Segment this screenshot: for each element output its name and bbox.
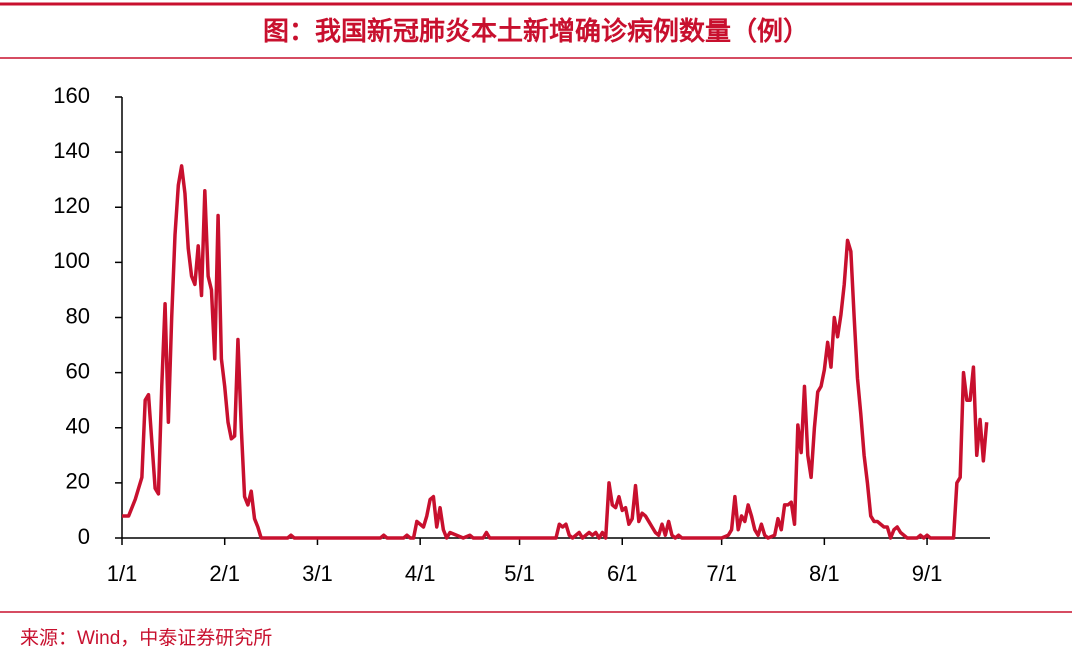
- x-tick-label: 3/1: [302, 561, 333, 586]
- x-tick-label: 6/1: [607, 561, 638, 586]
- series-line: [122, 164, 989, 540]
- x-tick-label: 9/1: [912, 561, 943, 586]
- y-tick-label: 140: [53, 138, 90, 163]
- source: 来源：Wind，中泰证券研究所: [20, 627, 272, 649]
- y-tick-label: 60: [66, 358, 90, 383]
- y-tick-label: 100: [53, 248, 90, 273]
- x-tick-label: 8/1: [809, 561, 840, 586]
- x-tick-label: 1/1: [107, 561, 138, 586]
- y-tick-label: 20: [66, 469, 90, 494]
- y-tick-label: 80: [66, 303, 90, 328]
- x-tick-label: 7/1: [706, 561, 737, 586]
- chart-title: 图：我国新冠肺炎本土新增确诊病例数量（例）: [263, 16, 809, 46]
- x-tick-label: 4/1: [405, 561, 436, 586]
- y-tick-label: 0: [78, 524, 90, 549]
- y-tick-label: 120: [53, 193, 90, 218]
- x-tick-label: 5/1: [504, 561, 535, 586]
- x-tick-label: 2/1: [209, 561, 240, 586]
- y-tick-label: 160: [53, 83, 90, 108]
- y-tick-label: 40: [66, 414, 90, 439]
